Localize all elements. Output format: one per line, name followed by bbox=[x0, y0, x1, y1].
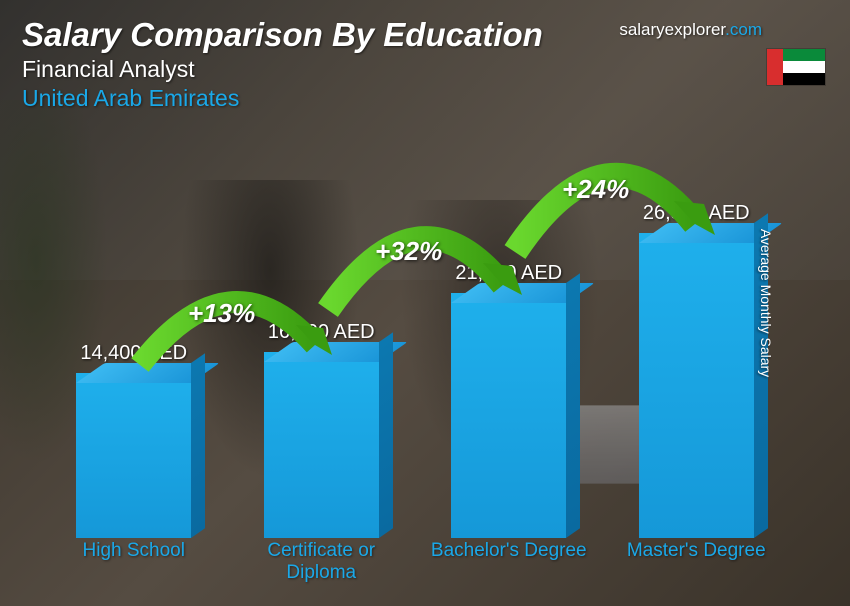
bar bbox=[451, 293, 566, 538]
subtitle: Financial Analyst bbox=[22, 56, 543, 83]
bar-slot: 14,400 AED bbox=[49, 342, 219, 538]
uae-flag-icon bbox=[766, 48, 826, 86]
bar-slot: 26,500 AED bbox=[611, 202, 781, 538]
increase-label: +32% bbox=[375, 236, 442, 267]
bar-label: Master's Degree bbox=[611, 540, 781, 584]
title-block: Salary Comparison By Education Financial… bbox=[22, 16, 543, 112]
increase-label: +13% bbox=[188, 298, 255, 329]
bar-slot: 16,200 AED bbox=[236, 321, 406, 538]
bar-value: 21,300 AED bbox=[455, 262, 562, 285]
bar-value: 16,200 AED bbox=[268, 321, 375, 344]
y-axis-label: Average Monthly Salary bbox=[758, 229, 774, 377]
increase-label: +24% bbox=[562, 174, 629, 205]
bar-label: Bachelor's Degree bbox=[424, 540, 594, 584]
main-title: Salary Comparison By Education bbox=[22, 16, 543, 54]
location: United Arab Emirates bbox=[22, 85, 543, 112]
labels-row: High School Certificate or Diploma Bache… bbox=[40, 540, 790, 584]
bar-value: 26,500 AED bbox=[643, 202, 750, 225]
brand-suffix: .com bbox=[725, 20, 762, 39]
bar-label: High School bbox=[49, 540, 219, 584]
brand-watermark: salaryexplorer.com bbox=[619, 20, 762, 40]
bar bbox=[264, 352, 379, 538]
brand-main: salaryexplorer bbox=[619, 20, 725, 39]
bar bbox=[76, 373, 191, 538]
bar-label: Certificate or Diploma bbox=[236, 540, 406, 584]
chart-area: +13% +32% +24% 14,400 AED bbox=[40, 130, 790, 584]
bar-value: 14,400 AED bbox=[80, 342, 187, 365]
bar-slot: 21,300 AED bbox=[424, 262, 594, 538]
bars-row: 14,400 AED 16,200 AED 21,300 AED bbox=[40, 130, 790, 538]
bar bbox=[639, 233, 754, 538]
